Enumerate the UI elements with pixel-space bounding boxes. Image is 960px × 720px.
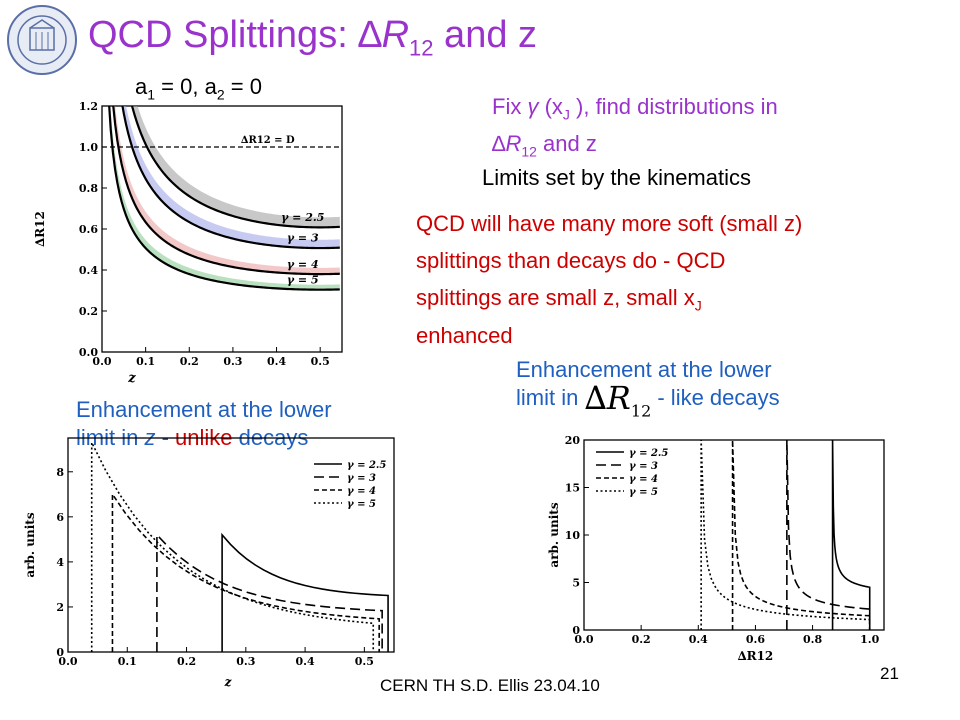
x-tick-label: 0.0 xyxy=(574,633,593,646)
y-tick-label: 0.0 xyxy=(79,346,98,359)
legend-entry: γ = 3 xyxy=(347,473,376,484)
series-curve xyxy=(156,532,383,652)
y-tick-label: 20 xyxy=(565,434,581,447)
series-curve xyxy=(731,439,871,630)
x-tick-label: 0.6 xyxy=(746,633,765,646)
parameter-label: a1 = 0, a2 = 0 xyxy=(135,74,262,103)
x-tick-label: 0.8 xyxy=(803,633,822,646)
series-label: γ = 3 xyxy=(287,232,319,245)
x-axis-label: z xyxy=(127,371,136,386)
y-axis-label: arb. units xyxy=(23,512,37,577)
y-tick-label: 6 xyxy=(56,511,64,524)
footer-text: CERN TH S.D. Ellis 23.04.10 xyxy=(380,676,600,695)
x-tick-label: 0.0 xyxy=(92,355,111,368)
x-tick-label: 0.0 xyxy=(58,655,77,668)
y-tick-label: 1.2 xyxy=(79,100,98,113)
legend-entry: γ = 5 xyxy=(629,487,658,498)
x-tick-label: 0.5 xyxy=(355,655,374,668)
series-curve xyxy=(108,106,340,291)
page-number: 21 xyxy=(880,664,899,683)
legend-entry: γ = 2.5 xyxy=(347,460,386,471)
y-tick-label: 8 xyxy=(56,466,64,479)
series-label: γ = 5 xyxy=(287,273,319,286)
y-tick-label: 0.8 xyxy=(79,182,98,195)
y-tick-label: 0 xyxy=(572,624,580,637)
legend-entry: γ = 2.5 xyxy=(629,448,668,459)
x-tick-label: 0.3 xyxy=(236,655,255,668)
series-curve xyxy=(786,439,871,630)
legend-entry: γ = 5 xyxy=(347,499,376,510)
series-label: γ = 4 xyxy=(287,258,319,271)
y-tick-label: 2 xyxy=(56,601,64,614)
delta-r12-formula: ∆R12 xyxy=(584,379,652,421)
y-axis-label: ∆R12 xyxy=(33,211,47,247)
y-tick-label: 4 xyxy=(56,556,64,569)
x-tick-label: 0.4 xyxy=(296,655,315,668)
enhancement-deltar-text: Enhancement at the lower limit in ∆R12 -… xyxy=(516,357,780,421)
y-axis-label: arb. units xyxy=(548,502,561,567)
slide-title: QCD Splittings: ∆R12 and z xyxy=(88,14,538,61)
constraint-band xyxy=(122,106,340,249)
series-curve xyxy=(130,106,340,229)
qcd-soft-splittings-text: QCD will have many more soft (small z) s… xyxy=(416,211,803,349)
legend-entry: γ = 3 xyxy=(629,461,658,472)
y-tick-label: 0 xyxy=(56,646,64,659)
series-curve xyxy=(121,106,340,250)
y-tick-label: 0.2 xyxy=(79,305,98,318)
plot-frame xyxy=(67,437,395,653)
series-curve xyxy=(112,106,340,276)
fix-gamma-text: Fix γ (xJ ), find distributions in ∆R12 … xyxy=(492,94,778,160)
x-axis-label: ∆R12 xyxy=(738,649,774,663)
university-seal-icon xyxy=(7,5,77,75)
x-tick-label: 0.1 xyxy=(136,355,155,368)
series-curve xyxy=(831,439,871,630)
x-tick-label: 0.2 xyxy=(177,655,196,668)
series-curve xyxy=(700,439,871,630)
x-tick-label: 1.0 xyxy=(860,633,879,646)
y-tick-label: 10 xyxy=(565,529,581,542)
x-tick-label: 0.2 xyxy=(180,355,199,368)
series-curve xyxy=(90,442,375,652)
y-tick-label: 0.4 xyxy=(79,264,98,277)
x-tick-label: 0.3 xyxy=(223,355,242,368)
legend-entry: γ = 4 xyxy=(629,474,658,485)
y-tick-label: 0.6 xyxy=(79,223,98,236)
series-label: γ = 2.5 xyxy=(281,211,324,224)
x-tick-label: 0.2 xyxy=(632,633,651,646)
x-tick-label: 0.1 xyxy=(118,655,137,668)
x-tick-label: 0.4 xyxy=(689,633,708,646)
deltar-vs-z-chart: 0.0 0.1 0.2 0.3 0.4 0.5 0.0 0.2 0.4 0.6 0.8 1.0 1.2 γ… xyxy=(33,100,343,386)
x-tick-label: 0.5 xyxy=(311,355,330,368)
y-tick-label: 5 xyxy=(572,577,580,590)
legend-entry: γ = 4 xyxy=(347,486,376,497)
series-curve xyxy=(111,491,380,652)
x-tick-label: 0.4 xyxy=(267,355,286,368)
y-tick-label: 15 xyxy=(565,482,580,495)
series-curve xyxy=(221,532,389,652)
y-tick-label: 1.0 xyxy=(79,141,98,154)
limits-text: Limits set by the kinematics xyxy=(482,165,751,190)
deltar-distribution-chart: 0.0 0.2 0.4 0.6 0.8 1.0 0 5 10 15 20 γ = 2.5 γ = 3 γ … xyxy=(548,434,885,663)
x-axis-label: z xyxy=(224,675,233,689)
z-distribution-chart: 0.0 0.1 0.2 0.3 0.4 0.5 0 2 4 6 8 γ = 2.5 γ = 3 γ = 4… xyxy=(23,437,395,689)
reference-line-label: ∆R12 = D xyxy=(241,135,295,146)
